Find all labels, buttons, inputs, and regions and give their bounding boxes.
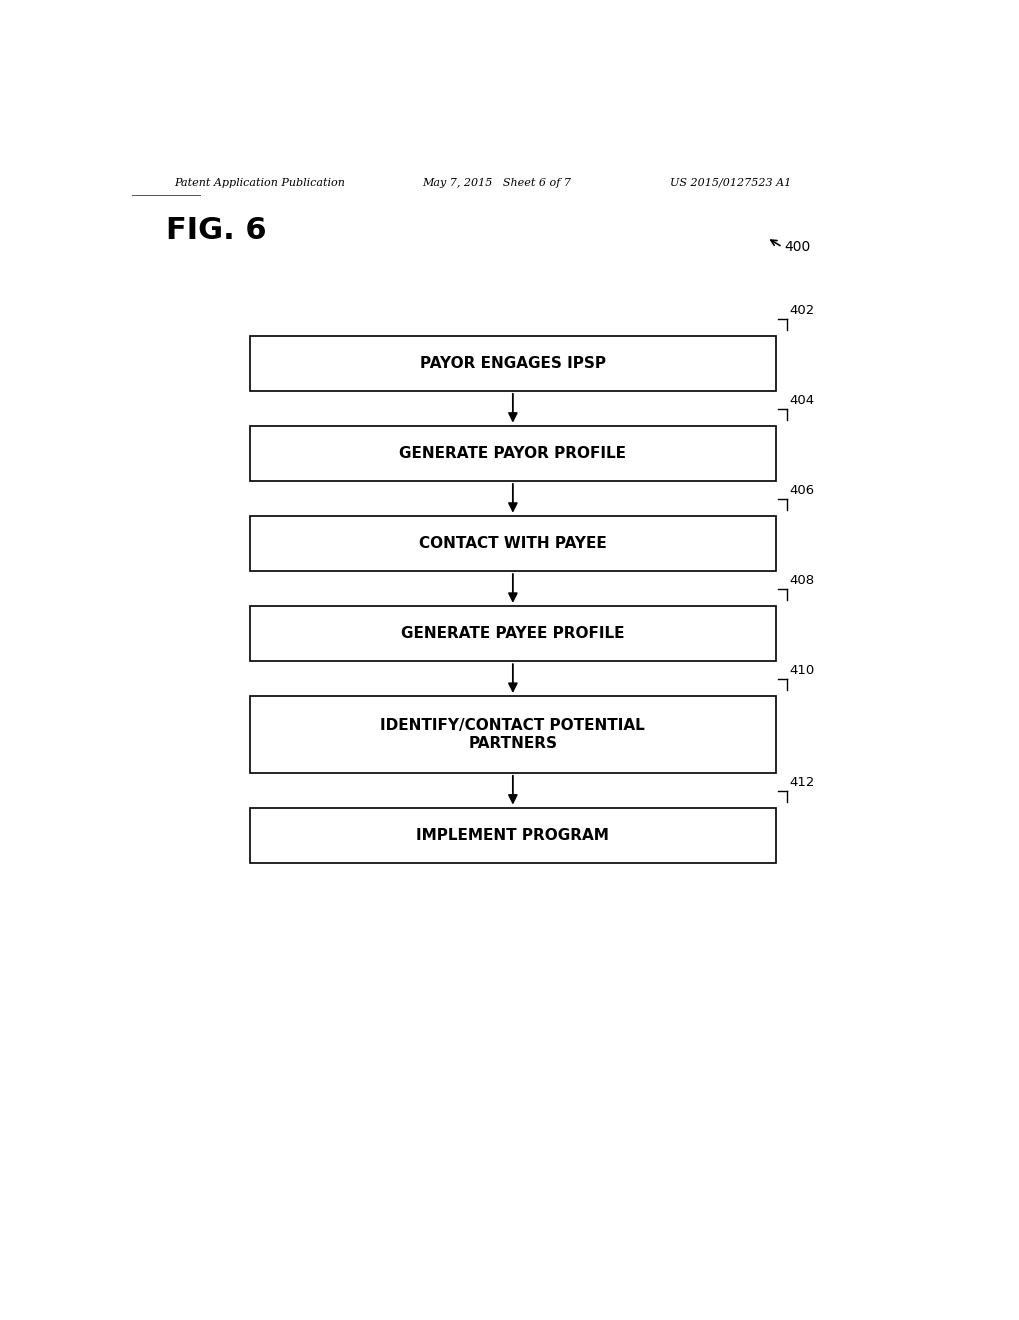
Bar: [250, 335, 775, 391]
Text: May 7, 2015   Sheet 6 of 7: May 7, 2015 Sheet 6 of 7: [422, 178, 571, 187]
Text: GENERATE PAYEE PROFILE: GENERATE PAYEE PROFILE: [400, 626, 624, 642]
Text: 404: 404: [789, 395, 814, 407]
Bar: [250, 696, 775, 774]
Bar: [250, 425, 775, 480]
Text: Patent Application Publication: Patent Application Publication: [174, 178, 344, 187]
Text: IMPLEMENT PROGRAM: IMPLEMENT PROGRAM: [416, 828, 608, 842]
Bar: [250, 516, 775, 572]
Text: 410: 410: [789, 664, 814, 677]
Text: 400: 400: [784, 240, 810, 253]
Text: 402: 402: [789, 304, 814, 317]
Text: GENERATE PAYOR PROFILE: GENERATE PAYOR PROFILE: [399, 446, 626, 461]
Text: 408: 408: [789, 574, 814, 587]
Bar: [250, 808, 775, 863]
Text: IDENTIFY/CONTACT POTENTIAL
PARTNERS: IDENTIFY/CONTACT POTENTIAL PARTNERS: [380, 718, 645, 751]
Text: PAYOR ENGAGES IPSP: PAYOR ENGAGES IPSP: [420, 355, 605, 371]
Text: US 2015/0127523 A1: US 2015/0127523 A1: [669, 178, 791, 187]
Text: 406: 406: [789, 484, 814, 498]
Text: CONTACT WITH PAYEE: CONTACT WITH PAYEE: [419, 536, 606, 550]
Text: 412: 412: [789, 776, 814, 789]
Bar: [250, 606, 775, 661]
Text: FIG. 6: FIG. 6: [166, 216, 267, 246]
